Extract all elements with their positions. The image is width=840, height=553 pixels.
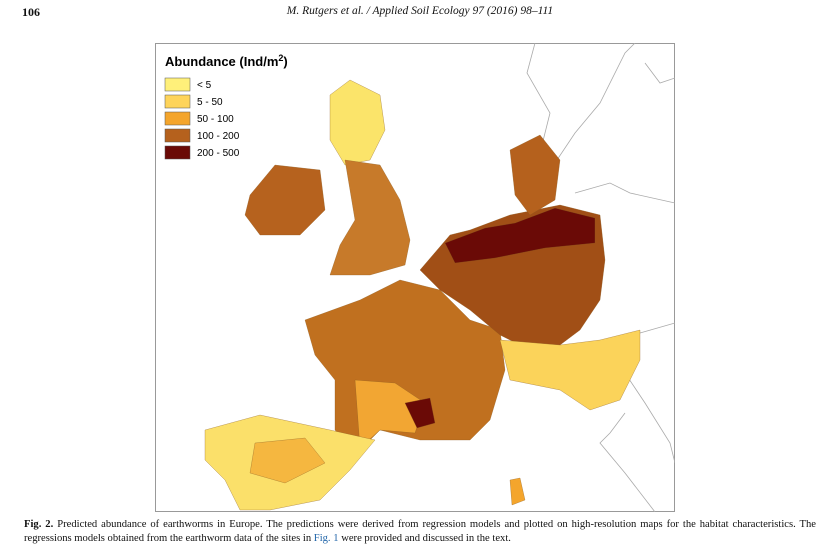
legend-label: 200 - 500 (197, 148, 240, 159)
legend: Abundance (Ind/m2) < 5 5 - 50 50 - 100 100 … (164, 53, 288, 160)
caption-link[interactable]: Fig. 1 (313, 533, 339, 544)
page-number: 106 (22, 5, 40, 19)
caption-label: Fig. 2. (24, 519, 54, 530)
figure-caption: Fig. 2. Predicted abundance of earthworm… (24, 518, 816, 546)
legend-label: < 5 (197, 80, 212, 91)
legend-title-superscript: 2 (278, 53, 283, 63)
legend-title-text: Abundance (Ind/m (165, 54, 278, 69)
legend-label: 5 - 50 (197, 97, 223, 108)
legend-swatch (164, 128, 191, 143)
map-figure: Abundance (Ind/m2) < 5 5 - 50 50 - 100 100 … (155, 43, 675, 512)
legend-label: 50 - 100 (197, 114, 234, 125)
caption-text: Predicted abundance of earthworms in Eur… (24, 519, 816, 544)
legend-title-suffix: ) (283, 54, 287, 69)
legend-label: 100 - 200 (197, 131, 240, 142)
land-regions (204, 79, 641, 511)
legend-swatch (164, 94, 191, 109)
legend-swatch (164, 145, 191, 160)
legend-swatch (164, 111, 191, 126)
legend-title: Abundance (Ind/m2) (165, 53, 288, 69)
running-header: M. Rutgers et al. / Applied Soil Ecology… (286, 5, 554, 17)
legend-swatch (164, 77, 191, 92)
caption-text-end: were provided and discussed in the text. (341, 533, 511, 544)
